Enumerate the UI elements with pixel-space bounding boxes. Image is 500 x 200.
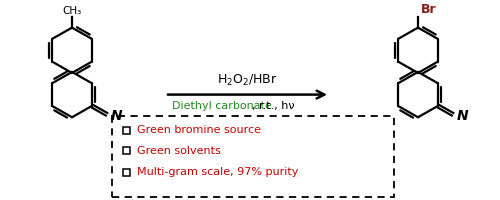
Text: Diethyl carbonate: Diethyl carbonate — [172, 101, 272, 111]
Text: Multi-gram scale, 97% purity: Multi-gram scale, 97% purity — [137, 167, 298, 177]
Text: , r.t., hν: , r.t., hν — [252, 101, 294, 111]
Text: Br: Br — [421, 3, 436, 16]
Text: N: N — [456, 109, 468, 123]
Text: CH₃: CH₃ — [62, 6, 82, 16]
Bar — [123, 169, 130, 176]
Bar — [123, 147, 130, 154]
Bar — [112, 116, 394, 197]
Bar — [123, 127, 130, 134]
Text: Green solvents: Green solvents — [137, 146, 221, 156]
Text: Green bromine source: Green bromine source — [137, 125, 261, 135]
Text: H$_2$O$_2$/HBr: H$_2$O$_2$/HBr — [218, 73, 278, 88]
Text: N: N — [110, 109, 122, 123]
